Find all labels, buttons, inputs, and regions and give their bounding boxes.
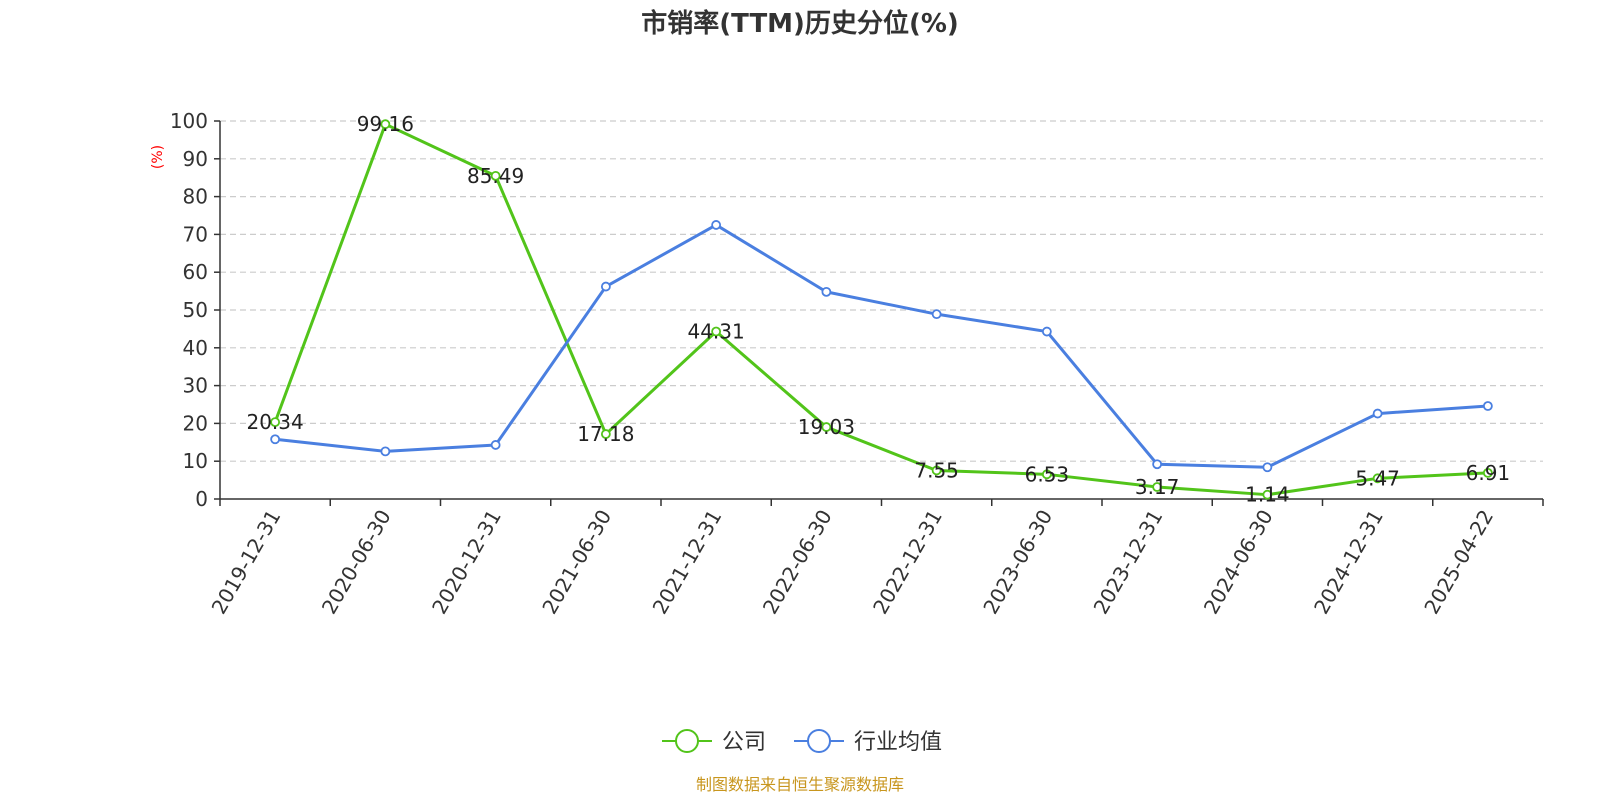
- data-point[interactable]: [1152, 482, 1163, 492]
- chart-title: 市销率(TTM)历史分位(%): [641, 8, 959, 39]
- data-label: 3.17: [1135, 475, 1180, 499]
- data-point[interactable]: [821, 422, 832, 432]
- data-point[interactable]: [1262, 462, 1273, 473]
- data-label: 85.49: [467, 164, 524, 188]
- y-tick-label: 10: [183, 449, 208, 473]
- x-tick-label: 2020-12-31: [427, 506, 506, 619]
- data-point[interactable]: [490, 440, 501, 450]
- data-point[interactable]: [1372, 473, 1383, 484]
- series-line: [274, 223, 1488, 469]
- legend[interactable]: 公司 行业均值: [662, 729, 942, 755]
- data-point[interactable]: [1482, 401, 1493, 411]
- y-tick-label: 30: [183, 374, 208, 398]
- y-tick-label: 40: [183, 336, 208, 360]
- legend-marker: [807, 729, 831, 753]
- x-tick-label: 2022-06-30: [758, 506, 837, 619]
- legend-marker: [675, 729, 699, 753]
- data-label: 7.55: [914, 458, 959, 482]
- data-label: 1.14: [1245, 483, 1290, 507]
- legend-label[interactable]: 行业均值: [854, 730, 942, 755]
- data-point[interactable]: [380, 119, 391, 130]
- series-lines: [270, 119, 1493, 500]
- data-point[interactable]: [600, 429, 611, 439]
- x-tick-label: 2024-06-30: [1199, 506, 1278, 619]
- x-tick-label: 2021-06-30: [537, 506, 616, 619]
- x-tick-label: 2024-12-31: [1309, 506, 1388, 619]
- y-tick-label: 100: [170, 109, 208, 133]
- y-tick-label: 0: [195, 487, 208, 511]
- data-label: 19.03: [798, 415, 855, 439]
- data-label: 6.53: [1025, 462, 1070, 486]
- x-tick-label: 2022-12-31: [868, 506, 947, 619]
- data-labels: 20.34 99.16 85.49 17.18 44.31 19.03 7.55 6.53 3.…: [246, 112, 1510, 507]
- data-point[interactable]: [1262, 489, 1273, 500]
- y-tick-label: 80: [183, 185, 208, 209]
- data-label: 17.18: [577, 422, 634, 446]
- series-line: [273, 122, 1488, 497]
- y-tick-label: 90: [183, 147, 208, 171]
- y-tick-label: 70: [183, 222, 208, 246]
- x-tick-label: 2023-06-30: [978, 506, 1057, 619]
- y-tick-label: 50: [183, 298, 208, 322]
- y-tick-label: 60: [183, 260, 208, 284]
- data-point[interactable]: [1372, 408, 1383, 419]
- data-point[interactable]: [931, 465, 942, 476]
- data-point[interactable]: [1482, 467, 1493, 478]
- data-point[interactable]: [821, 286, 832, 297]
- x-axis-ticks: 2019-12-31 2020-06-30 2020-12-31 2021-06-30…: [207, 499, 1544, 619]
- data-point[interactable]: [931, 309, 942, 320]
- data-point[interactable]: [380, 446, 391, 457]
- data-label: 6.91: [1466, 461, 1511, 485]
- y-tick-label: 20: [183, 411, 208, 435]
- data-label: 44.31: [687, 320, 744, 344]
- y-axis-ticks: 0 10 20 30 40 50 60 70 80 90 100: [170, 109, 220, 511]
- data-point[interactable]: [270, 417, 281, 428]
- data-point[interactable]: [270, 434, 281, 445]
- source-note: 制图数据来自恒生聚源数据库: [696, 775, 904, 794]
- data-point[interactable]: [490, 170, 501, 181]
- x-tick-label: 2020-06-30: [317, 506, 396, 619]
- data-point[interactable]: [600, 281, 611, 292]
- legend-label[interactable]: 公司: [722, 730, 766, 755]
- data-point[interactable]: [1152, 459, 1163, 470]
- grid-lines: [220, 120, 1543, 462]
- x-tick-label: 2021-12-31: [648, 506, 727, 619]
- data-label: 5.47: [1355, 466, 1400, 490]
- x-tick-label: 2023-12-31: [1089, 506, 1168, 619]
- y-axis-unit-label: (%): [150, 145, 166, 169]
- data-point[interactable]: [711, 326, 722, 337]
- data-point[interactable]: [1041, 469, 1052, 480]
- data-point[interactable]: [711, 220, 722, 230]
- x-tick-label: 2019-12-31: [207, 506, 286, 619]
- data-label: 20.34: [246, 410, 303, 434]
- data-point[interactable]: [1041, 326, 1052, 337]
- x-tick-label: 2025-04-22: [1419, 506, 1498, 619]
- data-label: 99.16: [357, 112, 414, 136]
